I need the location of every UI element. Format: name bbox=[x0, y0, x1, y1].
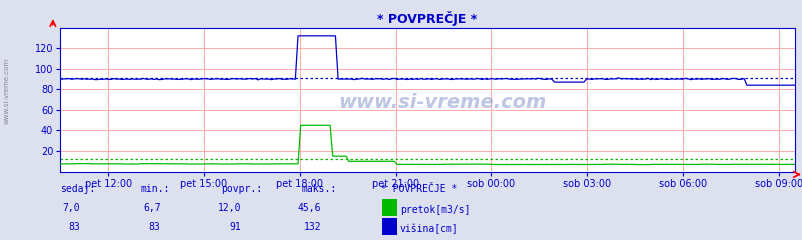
Text: maks.:: maks.: bbox=[301, 184, 336, 194]
Text: www.si-vreme.com: www.si-vreme.com bbox=[3, 58, 10, 124]
Text: 12,0: 12,0 bbox=[217, 203, 241, 213]
Title: * POVPREČJE *: * POVPREČJE * bbox=[377, 12, 477, 26]
Text: višina[cm]: višina[cm] bbox=[399, 224, 458, 234]
Text: pretok[m3/s]: pretok[m3/s] bbox=[399, 205, 470, 215]
Text: 45,6: 45,6 bbox=[298, 203, 321, 213]
Text: 6,7: 6,7 bbox=[143, 203, 160, 213]
Text: min.:: min.: bbox=[140, 184, 170, 194]
Text: povpr.:: povpr.: bbox=[221, 184, 261, 194]
Text: sedaj:: sedaj: bbox=[60, 184, 95, 194]
Text: 91: 91 bbox=[229, 222, 241, 232]
Text: 83: 83 bbox=[68, 222, 80, 232]
Text: 132: 132 bbox=[303, 222, 321, 232]
Text: www.si-vreme.com: www.si-vreme.com bbox=[338, 93, 546, 112]
Text: 7,0: 7,0 bbox=[63, 203, 80, 213]
Text: * POVPREČJE *: * POVPREČJE * bbox=[381, 184, 457, 194]
Text: 83: 83 bbox=[148, 222, 160, 232]
